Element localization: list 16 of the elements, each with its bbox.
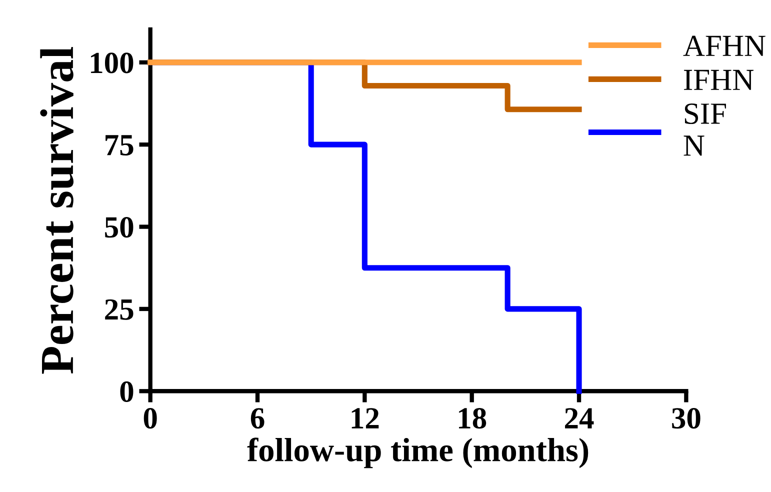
- x-tick-label: 30: [672, 408, 700, 429]
- y-axis-title: Percent survival: [40, 46, 74, 374]
- y-tick-label: 25: [105, 299, 134, 320]
- x-axis-title: follow-up time (months): [247, 438, 588, 468]
- x-tick-label: 18: [459, 408, 486, 429]
- y-tick-label: 75: [106, 135, 134, 156]
- x-tick-label: 6: [250, 408, 264, 429]
- legend-label: AFHN: [683, 36, 766, 56]
- x-tick-label: 0: [144, 408, 157, 429]
- x-tick-label: 24: [565, 408, 594, 428]
- y-tick-label: 0: [120, 381, 134, 402]
- legend-label: SIF N: [684, 103, 726, 156]
- y-tick-label: 100: [90, 52, 134, 74]
- legend-label: IFHN: [684, 70, 754, 90]
- x-tick-label: 12: [352, 408, 379, 428]
- y-tick-label: 50: [105, 217, 134, 238]
